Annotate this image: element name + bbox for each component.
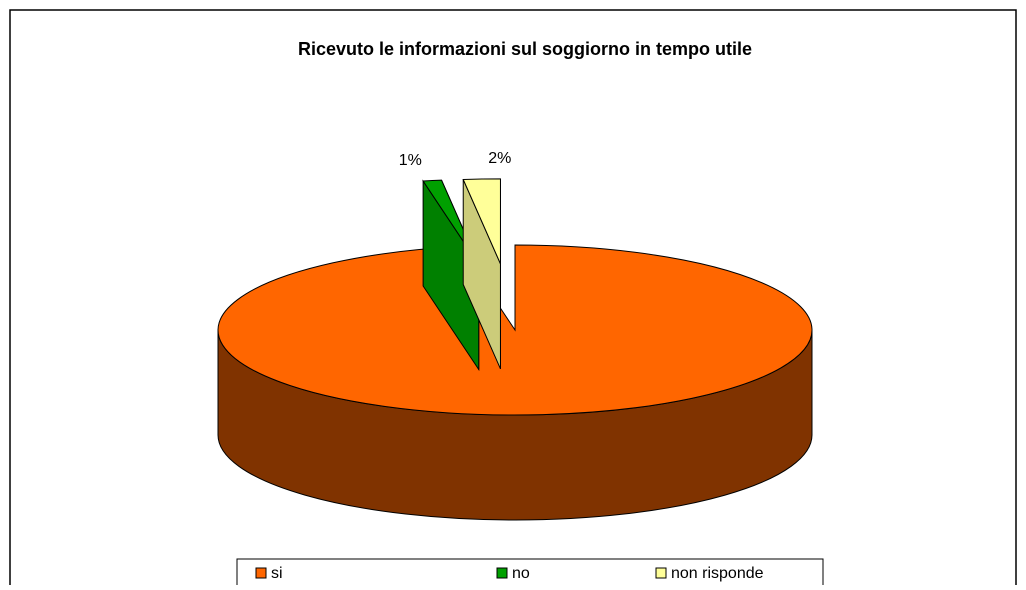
data-label: 2% (488, 150, 511, 167)
legend-label: si (271, 565, 283, 582)
pie-slice (462, 178, 501, 265)
legend (236, 558, 824, 590)
legend-swatch (255, 567, 267, 579)
legend-swatch (496, 567, 508, 579)
chart-title: Ricevuto le informazioni sul soggiorno i… (298, 39, 752, 59)
legend-label: no (512, 565, 530, 582)
data-label: 1% (399, 152, 422, 169)
pie-slice (217, 244, 813, 416)
legend-swatch (655, 567, 667, 579)
legend-label: non risponde (671, 565, 764, 582)
